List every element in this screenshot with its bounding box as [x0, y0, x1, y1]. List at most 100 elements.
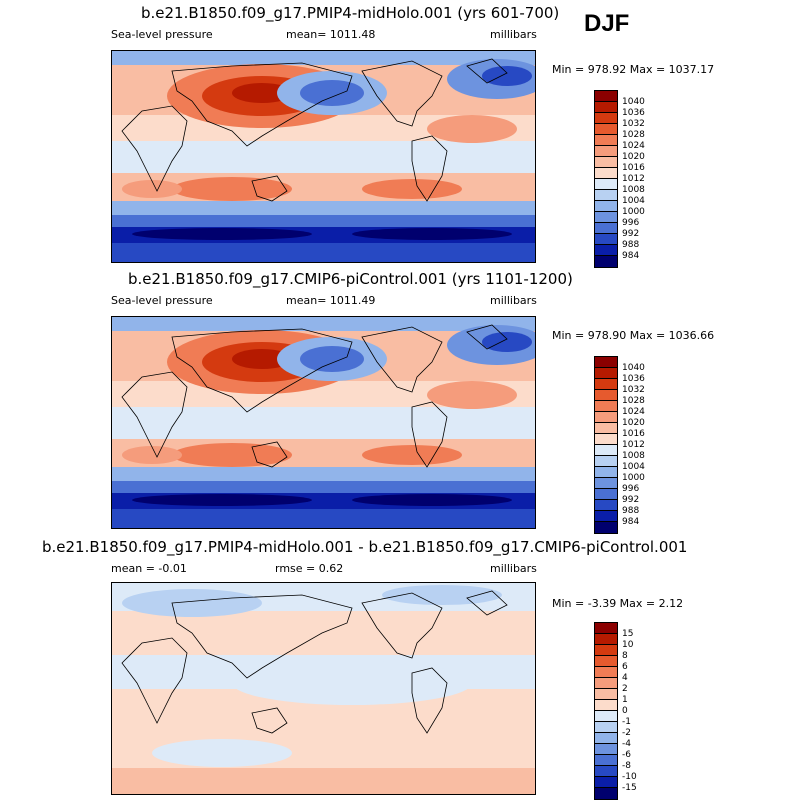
colorbar-swatch	[595, 623, 617, 634]
colorbar-swatch	[595, 456, 617, 467]
contour-fill	[427, 381, 517, 409]
panel-3-title: b.e21.B1850.f09_g17.PMIP4-midHolo.001 - …	[42, 538, 688, 556]
colorbar-tick-label: 4	[622, 673, 628, 683]
colorbar-tick-label: -6	[622, 750, 631, 760]
colorbar-tick-label: 1020	[622, 152, 645, 162]
contour-fill	[152, 739, 292, 767]
colorbar-tick-label: -2	[622, 728, 631, 738]
colorbar-tick-label: 988	[622, 240, 640, 250]
colorbar-swatch	[595, 201, 617, 212]
panel-3-units-label: millibars	[490, 562, 537, 575]
colorbar-swatch	[595, 489, 617, 500]
colorbar-swatch	[595, 445, 617, 456]
colorbar-tick-label: 1024	[622, 141, 645, 151]
colorbar-tick-label: 1024	[622, 407, 645, 417]
contour-fill	[172, 177, 292, 201]
contour-fill	[382, 585, 502, 605]
colorbar-tick-label: -1	[622, 717, 631, 727]
contour-fill	[112, 201, 535, 215]
coastline	[121, 371, 188, 458]
coastline	[466, 58, 508, 84]
colorbar-swatch	[595, 102, 617, 113]
colorbar-swatch	[595, 656, 617, 667]
contour-fill	[112, 481, 535, 493]
colorbar-tick-label: 1000	[622, 207, 645, 217]
coastline	[411, 667, 448, 734]
colorbar-swatch	[595, 777, 617, 788]
colorbar-tick-label: 2	[622, 684, 628, 694]
contour-fill	[112, 141, 535, 173]
coastline	[251, 441, 288, 468]
panel-2-mean-label: mean= 1011.49	[286, 294, 376, 307]
colorbar-swatch	[595, 234, 617, 245]
map-field	[112, 583, 535, 794]
colorbar-swatch	[595, 423, 617, 434]
colorbar-swatch	[595, 434, 617, 445]
colorbar-swatch	[595, 788, 617, 799]
contour-fill	[112, 215, 535, 227]
colorbar-swatch	[595, 212, 617, 223]
colorbar-swatch	[595, 135, 617, 146]
colorbar-swatch	[595, 390, 617, 401]
colorbar-swatch	[595, 645, 617, 656]
colorbar-swatch	[595, 412, 617, 423]
coastline	[121, 105, 188, 192]
colorbar-tick-label: 10	[622, 640, 634, 650]
colorbar-tick-label: -10	[622, 772, 637, 782]
colorbar-tick-label: 1004	[622, 462, 645, 472]
season-label: DJF	[584, 10, 630, 37]
panel-3-rmse-label: rmse = 0.62	[275, 562, 344, 575]
colorbar-tick-label: 8	[622, 651, 628, 661]
coastline	[361, 60, 443, 127]
colorbar-tick-label: 6	[622, 662, 628, 672]
coastline	[251, 707, 288, 734]
panel-1-minmax-label: Min = 978.92 Max = 1037.17	[552, 63, 715, 76]
colorbar-tick-label: 1040	[622, 363, 645, 373]
panel-3-map	[111, 582, 536, 795]
colorbar-swatch	[595, 755, 617, 766]
contour-fill	[362, 445, 462, 465]
colorbar-tick-label: 1000	[622, 473, 645, 483]
contour-fill	[352, 494, 512, 506]
colorbar-tick-label: 1016	[622, 163, 645, 173]
coastline	[466, 590, 508, 616]
colorbar-tick-label: 988	[622, 506, 640, 516]
contour-fill	[122, 589, 262, 617]
colorbar-tick-label: 1040	[622, 97, 645, 107]
colorbar-swatch	[595, 733, 617, 744]
colorbar-swatch	[595, 522, 617, 533]
coastline	[121, 637, 188, 724]
panel-2-title: b.e21.B1850.f09_g17.CMIP6-piControl.001 …	[128, 270, 573, 288]
colorbar-tick-label: 1004	[622, 196, 645, 206]
panel-1-colorbar	[594, 90, 618, 268]
coastline	[251, 175, 288, 202]
colorbar-swatch	[595, 711, 617, 722]
colorbar-swatch	[595, 478, 617, 489]
colorbar-swatch	[595, 467, 617, 478]
colorbar-tick-label: 984	[622, 517, 640, 527]
map-field	[112, 317, 535, 528]
colorbar-swatch	[595, 689, 617, 700]
colorbar-swatch	[595, 678, 617, 689]
colorbar-tick-label: 1036	[622, 108, 645, 118]
panel-1-mean-label: mean= 1011.48	[286, 28, 376, 41]
panel-3-colorbar	[594, 622, 618, 800]
contour-fill	[112, 317, 535, 331]
coastline	[171, 62, 353, 147]
coastline	[171, 328, 353, 413]
coastline	[411, 401, 448, 468]
colorbar-tick-label: 0	[622, 706, 628, 716]
colorbar-tick-label: 1036	[622, 374, 645, 384]
map-field	[112, 51, 535, 262]
contour-fill	[112, 509, 535, 528]
colorbar-tick-label: 1008	[622, 451, 645, 461]
contour-fill	[300, 80, 364, 106]
contour-fill	[482, 332, 532, 352]
colorbar-swatch	[595, 124, 617, 135]
contour-fill	[232, 349, 292, 369]
panel-1-map	[111, 50, 536, 263]
panel-2-minmax-label: Min = 978.90 Max = 1036.66	[552, 329, 715, 342]
colorbar-tick-label: 1012	[622, 174, 645, 184]
colorbar-swatch	[595, 766, 617, 777]
panel-2-units-label: millibars	[490, 294, 537, 307]
